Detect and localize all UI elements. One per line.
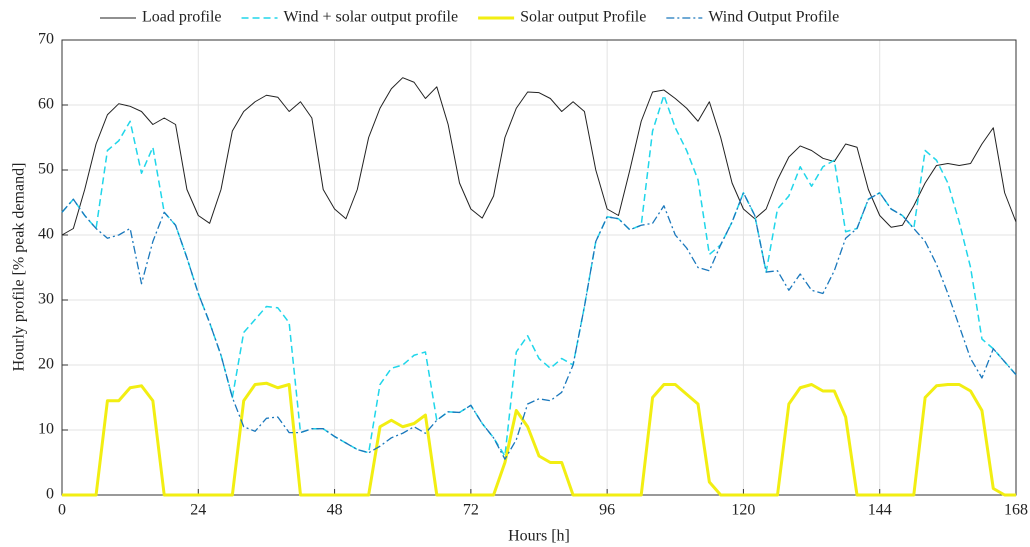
y-axis-label: Hourly profile [% peak demand] <box>11 163 28 372</box>
legend-label: Load profile <box>142 9 222 26</box>
legend-label: Wind Output Profile <box>708 9 839 26</box>
x-tick-label: 48 <box>327 502 343 519</box>
y-tick-label: 40 <box>38 226 54 243</box>
x-tick-label: 120 <box>731 502 755 519</box>
legend-label: Solar output Profile <box>520 9 646 26</box>
x-tick-label: 144 <box>868 502 892 519</box>
series-line <box>61 77 1017 236</box>
legend-label: Wind + solar output profile <box>284 9 459 26</box>
y-tick-label: 0 <box>46 486 54 503</box>
y-tick-label: 70 <box>38 31 54 48</box>
x-axis-label: Hours [h] <box>508 528 570 545</box>
x-tick-label: 0 <box>58 502 66 519</box>
y-tick-label: 10 <box>38 421 54 438</box>
x-tick-label: 96 <box>599 502 615 519</box>
x-tick-label: 72 <box>463 502 479 519</box>
y-tick-label: 50 <box>38 161 54 178</box>
plot-frame <box>61 39 1017 496</box>
x-tick-label: 24 <box>190 502 206 519</box>
series-line <box>62 381 1016 497</box>
y-tick-label: 30 <box>38 291 54 308</box>
x-tick-label: 168 <box>1004 502 1028 519</box>
y-tick-label: 20 <box>38 356 54 373</box>
series-line <box>61 192 1017 460</box>
series-line <box>61 94 1017 457</box>
y-tick-label: 60 <box>38 96 54 113</box>
